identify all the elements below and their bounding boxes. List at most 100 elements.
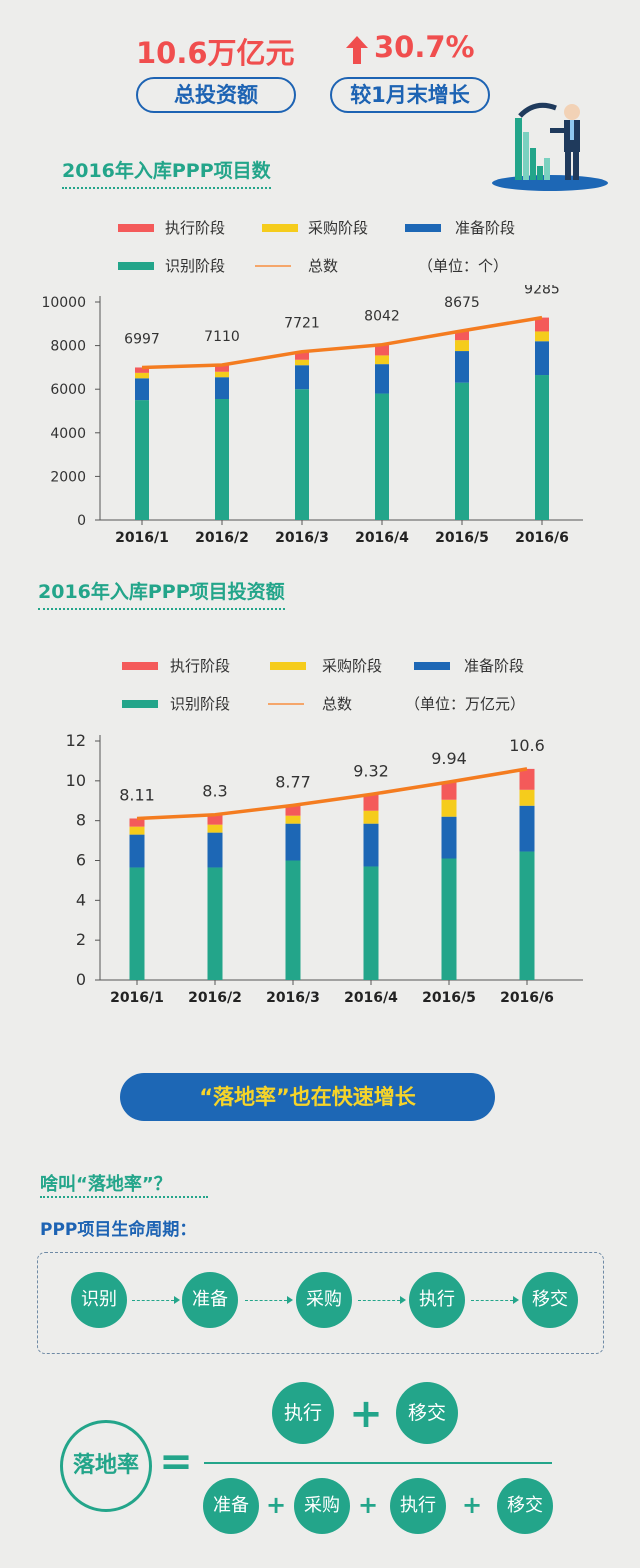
denominator-plus-2: + bbox=[357, 1491, 379, 1519]
chart1-plot: 0 2000 4000 6000 8000 10000 2016/1 6997 2016/2 71… bbox=[41, 285, 583, 546]
y-tick-label: 10000 bbox=[41, 295, 86, 311]
legend2-label-total: 总数 bbox=[322, 695, 353, 713]
bar-segment bbox=[207, 824, 223, 833]
chart1-title: 2016年入库PPP项目数 bbox=[62, 156, 271, 189]
lifecycle-arrow-4 bbox=[471, 1300, 513, 1301]
bar-segment bbox=[519, 805, 535, 852]
data-label-total: 9.94 bbox=[431, 749, 467, 768]
bar-segment bbox=[129, 826, 145, 835]
y-tick-label: 6000 bbox=[50, 382, 86, 398]
y-tick-label: 4 bbox=[76, 890, 86, 909]
data-label-total: 8.11 bbox=[119, 785, 155, 804]
chart2-title: 2016年入库PPP项目投资额 bbox=[38, 577, 285, 610]
y-tick-label: 2000 bbox=[50, 469, 86, 485]
denominator-exec: 执行 bbox=[390, 1478, 446, 1534]
bar-segment bbox=[207, 814, 223, 825]
legend-label-total: 总数 bbox=[308, 257, 339, 275]
bar-segment bbox=[215, 371, 229, 378]
bar-segment bbox=[285, 805, 301, 816]
legend-swatch-purchase bbox=[262, 224, 298, 232]
bar-segment bbox=[441, 799, 457, 817]
bar-segment bbox=[285, 860, 301, 980]
businessman-chart-illustration bbox=[490, 98, 615, 197]
bar-segment bbox=[135, 378, 149, 401]
growth-label: 较1月末增长 bbox=[330, 77, 490, 113]
chart2-plot: 0 2 4 6 8 10 12 2016/1 8.11 2016/2 8.3 2016/3 8.77 20… bbox=[66, 731, 583, 1006]
lifecycle-step-exec: 执行 bbox=[409, 1272, 465, 1328]
lifecycle-arrow-2-head bbox=[287, 1296, 293, 1304]
x-tick-label: 2016/1 bbox=[110, 990, 164, 1006]
x-tick-label: 2016/6 bbox=[515, 530, 569, 546]
data-label-total: 8042 bbox=[364, 309, 400, 325]
x-tick-label: 2016/3 bbox=[275, 530, 329, 546]
denominator-purchase: 采购 bbox=[294, 1478, 350, 1534]
bar-segment bbox=[375, 355, 389, 365]
bar-segment bbox=[535, 331, 549, 342]
bar-segment bbox=[135, 400, 149, 520]
bar-segment bbox=[207, 832, 223, 868]
legend2-swatch-prep bbox=[414, 662, 450, 670]
lifecycle-step-identify: 识别 bbox=[71, 1272, 127, 1328]
data-label-total: 7721 bbox=[284, 316, 320, 332]
x-tick-label: 2016/2 bbox=[195, 530, 249, 546]
denominator-plus-3: + bbox=[461, 1491, 483, 1519]
x-tick-label: 2016/3 bbox=[266, 990, 320, 1006]
growth-up-arrow-icon bbox=[346, 36, 368, 68]
y-tick-label: 8 bbox=[76, 811, 86, 830]
numerator-transfer: 移交 bbox=[396, 1382, 458, 1444]
bar-segment bbox=[363, 866, 379, 980]
bar-segment bbox=[207, 867, 223, 980]
bar-segment bbox=[135, 367, 149, 373]
data-label-total: 7110 bbox=[204, 329, 240, 345]
y-tick-label: 8000 bbox=[50, 339, 86, 355]
data-label-total: 10.6 bbox=[509, 736, 545, 755]
lifecycle-arrow-4-head bbox=[513, 1296, 519, 1304]
legend-line-total bbox=[255, 265, 291, 267]
lifecycle-title: PPP项目生命周期： bbox=[40, 1220, 197, 1240]
total-series-line bbox=[141, 315, 543, 370]
legend-swatch-identify bbox=[118, 262, 154, 270]
x-tick-label: 2016/5 bbox=[435, 530, 489, 546]
lifecycle-arrow-3-head bbox=[400, 1296, 406, 1304]
bar-segment bbox=[455, 330, 469, 341]
bar-segment bbox=[375, 393, 389, 520]
data-label-total: 9285 bbox=[524, 285, 560, 298]
y-tick-label: 10 bbox=[66, 771, 86, 790]
bar-segment bbox=[375, 364, 389, 394]
bar-segment bbox=[363, 810, 379, 824]
x-tick-label: 2016/6 bbox=[500, 990, 554, 1006]
legend2-label-prep: 准备阶段 bbox=[464, 657, 525, 675]
landing-rate-banner: “落地率”也在快速增长 bbox=[120, 1073, 495, 1121]
bar-segment bbox=[215, 365, 229, 372]
bar-segment bbox=[363, 823, 379, 867]
bar-segment bbox=[215, 399, 229, 520]
bar-segment bbox=[295, 365, 309, 390]
x-tick-label: 2016/5 bbox=[422, 990, 476, 1006]
lifecycle-arrow-1 bbox=[132, 1300, 174, 1301]
data-label-total: 8.3 bbox=[202, 782, 227, 801]
bar-segment bbox=[295, 389, 309, 520]
lifecycle-box bbox=[37, 1252, 604, 1354]
bar-segment bbox=[129, 867, 145, 980]
legend2-label-identify: 识别阶段 bbox=[170, 695, 231, 713]
bar-segment bbox=[455, 382, 469, 520]
bar-segment bbox=[135, 372, 149, 379]
bar-segment bbox=[455, 340, 469, 352]
x-tick-label: 2016/4 bbox=[344, 990, 398, 1006]
denominator-plus-1: + bbox=[265, 1491, 287, 1519]
bar-segment bbox=[129, 834, 145, 868]
bar-segment bbox=[363, 794, 379, 811]
data-label-total: 6997 bbox=[124, 331, 160, 347]
lifecycle-step-purchase: 采购 bbox=[296, 1272, 352, 1328]
total-series-line bbox=[136, 767, 528, 821]
lifecycle-arrow-3 bbox=[358, 1300, 400, 1301]
denominator-transfer: 移交 bbox=[497, 1478, 553, 1534]
x-tick-label: 2016/2 bbox=[188, 990, 242, 1006]
growth-value: 30.7% bbox=[374, 30, 475, 64]
bar-segment bbox=[519, 768, 535, 790]
chart2-unit-label: （单位：万亿元） bbox=[405, 695, 526, 713]
bar-segment bbox=[129, 818, 145, 827]
bar-segment bbox=[535, 375, 549, 520]
total-investment-label: 总投资额 bbox=[136, 77, 296, 113]
legend2-label-exec: 执行阶段 bbox=[170, 657, 231, 675]
